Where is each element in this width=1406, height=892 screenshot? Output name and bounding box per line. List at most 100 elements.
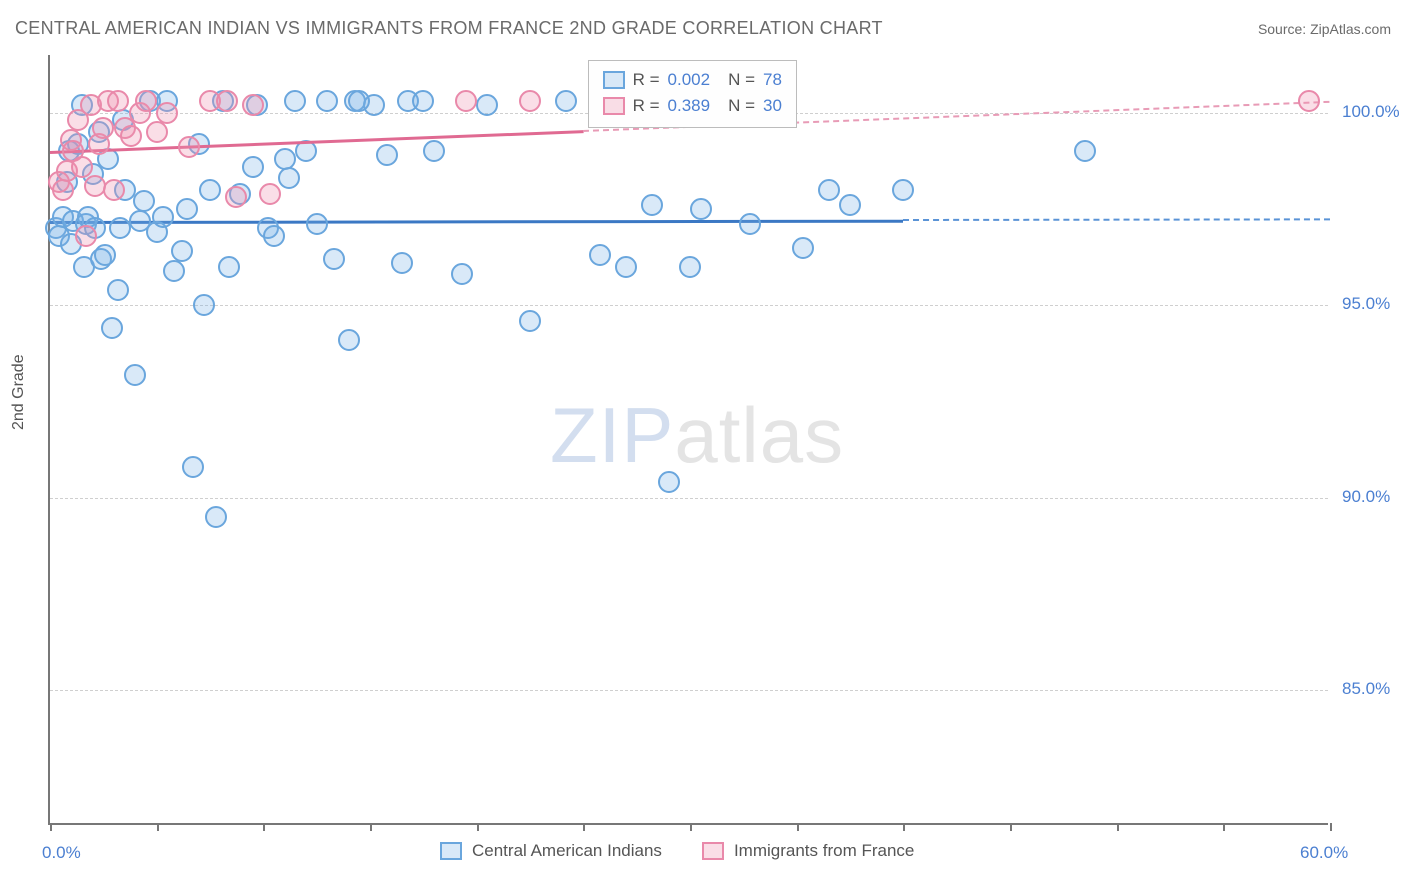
data-point	[94, 244, 116, 266]
x-tick	[1010, 823, 1012, 831]
data-point	[348, 90, 370, 112]
data-point	[263, 225, 285, 247]
data-point	[146, 121, 168, 143]
data-point	[391, 252, 413, 274]
legend-swatch	[440, 842, 462, 860]
data-point	[818, 179, 840, 201]
stats-legend-row: R = 0.002 N = 78	[603, 67, 782, 93]
x-tick	[583, 823, 585, 831]
trend-line-dashed	[903, 219, 1330, 222]
data-point	[124, 364, 146, 386]
legend-n-value: 30	[763, 96, 782, 116]
legend-swatch	[603, 97, 625, 115]
data-point	[225, 186, 247, 208]
data-point	[412, 90, 434, 112]
legend-n-label: N =	[728, 70, 755, 90]
plot-area: ZIPatlas R = 0.002 N = 78R = 0.389 N = 30	[48, 55, 1328, 825]
data-point	[101, 317, 123, 339]
source-label: Source:	[1258, 21, 1310, 37]
data-point	[338, 329, 360, 351]
data-point	[455, 90, 477, 112]
x-tick-label: 60.0%	[1300, 843, 1348, 863]
data-point	[178, 136, 200, 158]
legend-series-name: Immigrants from France	[734, 841, 914, 861]
data-point	[218, 256, 240, 278]
data-point	[135, 90, 157, 112]
x-tick	[370, 823, 372, 831]
data-point	[176, 198, 198, 220]
y-tick-label: 95.0%	[1342, 294, 1390, 314]
data-point	[376, 144, 398, 166]
gridline-h	[50, 305, 1328, 306]
data-point	[103, 179, 125, 201]
data-point	[52, 179, 74, 201]
gridline-h	[50, 498, 1328, 499]
x-tick	[263, 823, 265, 831]
data-point	[306, 213, 328, 235]
data-point	[1074, 140, 1096, 162]
data-point	[107, 90, 129, 112]
y-tick-label: 85.0%	[1342, 679, 1390, 699]
data-point	[284, 90, 306, 112]
legend-r-value: 0.002	[668, 70, 711, 90]
data-point	[839, 194, 861, 216]
data-point	[120, 125, 142, 147]
legend-n-label: N =	[728, 96, 755, 116]
y-axis-label: 2nd Grade	[10, 354, 28, 430]
trend-line	[50, 219, 903, 223]
stats-legend: R = 0.002 N = 78R = 0.389 N = 30	[588, 60, 797, 128]
data-point	[92, 117, 114, 139]
data-point	[423, 140, 445, 162]
data-point	[519, 90, 541, 112]
x-tick	[1117, 823, 1119, 831]
x-tick	[1330, 823, 1332, 831]
data-point	[259, 183, 281, 205]
legend-swatch	[603, 71, 625, 89]
watermark-atlas: atlas	[674, 391, 844, 479]
y-tick-label: 100.0%	[1342, 102, 1400, 122]
data-point	[278, 167, 300, 189]
data-point	[679, 256, 701, 278]
chart-title: CENTRAL AMERICAN INDIAN VS IMMIGRANTS FR…	[15, 18, 883, 39]
data-point	[156, 102, 178, 124]
x-tick	[50, 823, 52, 831]
x-tick	[903, 823, 905, 831]
data-point	[316, 90, 338, 112]
data-point	[323, 248, 345, 270]
watermark-zip: ZIP	[550, 391, 674, 479]
x-tick	[157, 823, 159, 831]
watermark: ZIPatlas	[550, 390, 844, 481]
data-point	[171, 240, 193, 262]
data-point	[892, 179, 914, 201]
legend-swatch	[702, 842, 724, 860]
data-point	[182, 456, 204, 478]
data-point	[75, 225, 97, 247]
data-point	[451, 263, 473, 285]
x-tick	[797, 823, 799, 831]
data-point	[193, 294, 215, 316]
legend-r-label: R =	[633, 70, 660, 90]
data-point	[615, 256, 637, 278]
data-point	[242, 94, 264, 116]
data-point	[295, 140, 317, 162]
source-attribution: Source: ZipAtlas.com	[1258, 21, 1391, 37]
data-point	[589, 244, 611, 266]
bottom-legend-item: Central American Indians	[440, 841, 662, 861]
x-tick	[1223, 823, 1225, 831]
data-point	[1298, 90, 1320, 112]
y-tick-label: 90.0%	[1342, 487, 1390, 507]
data-point	[476, 94, 498, 116]
data-point	[658, 471, 680, 493]
data-point	[555, 90, 577, 112]
data-point	[242, 156, 264, 178]
data-point	[133, 190, 155, 212]
legend-r-value: 0.389	[668, 96, 711, 116]
data-point	[274, 148, 296, 170]
legend-n-value: 78	[763, 70, 782, 90]
x-tick	[690, 823, 692, 831]
data-point	[199, 179, 221, 201]
data-point	[205, 506, 227, 528]
x-tick	[477, 823, 479, 831]
bottom-legend-item: Immigrants from France	[702, 841, 914, 861]
source-value: ZipAtlas.com	[1310, 21, 1391, 37]
